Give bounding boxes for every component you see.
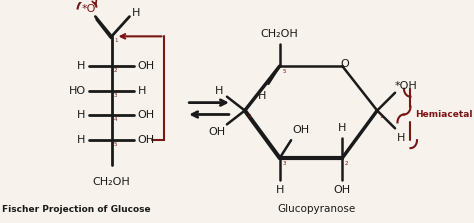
Text: Fischer Projection of Glucose: Fischer Projection of Glucose — [2, 205, 151, 214]
Text: H: H — [77, 61, 85, 71]
Text: 2: 2 — [345, 161, 348, 166]
Text: OH: OH — [137, 135, 154, 145]
Text: 2: 2 — [114, 68, 118, 73]
Text: 5: 5 — [114, 142, 118, 147]
Text: OH: OH — [209, 127, 226, 137]
Text: 1: 1 — [114, 38, 118, 43]
Text: 3: 3 — [282, 161, 286, 166]
Text: H: H — [275, 185, 284, 195]
Text: O: O — [340, 59, 349, 69]
Text: *O: *O — [82, 4, 96, 14]
Text: 4: 4 — [247, 114, 251, 118]
Text: H: H — [132, 8, 140, 18]
Text: H: H — [397, 133, 406, 143]
Text: HO: HO — [69, 86, 86, 96]
Text: 3: 3 — [114, 93, 118, 98]
Text: H: H — [77, 110, 85, 120]
Text: OH: OH — [137, 61, 154, 71]
Text: 4: 4 — [114, 118, 118, 122]
Text: 1: 1 — [380, 114, 383, 118]
Text: OH: OH — [292, 125, 310, 135]
Text: H: H — [138, 86, 146, 96]
Text: Glucopyranose: Glucopyranose — [277, 204, 356, 215]
Text: Hemiacetal: Hemiacetal — [415, 110, 473, 119]
Text: CH₂OH: CH₂OH — [261, 29, 299, 39]
Text: CH₂OH: CH₂OH — [93, 177, 130, 187]
Text: *OH: *OH — [395, 81, 418, 91]
Text: OH: OH — [334, 185, 351, 195]
Text: H: H — [77, 135, 85, 145]
Text: H: H — [215, 86, 223, 96]
Text: H: H — [338, 123, 346, 133]
Text: 5: 5 — [282, 69, 286, 74]
Text: H: H — [258, 91, 266, 101]
Text: OH: OH — [137, 110, 154, 120]
